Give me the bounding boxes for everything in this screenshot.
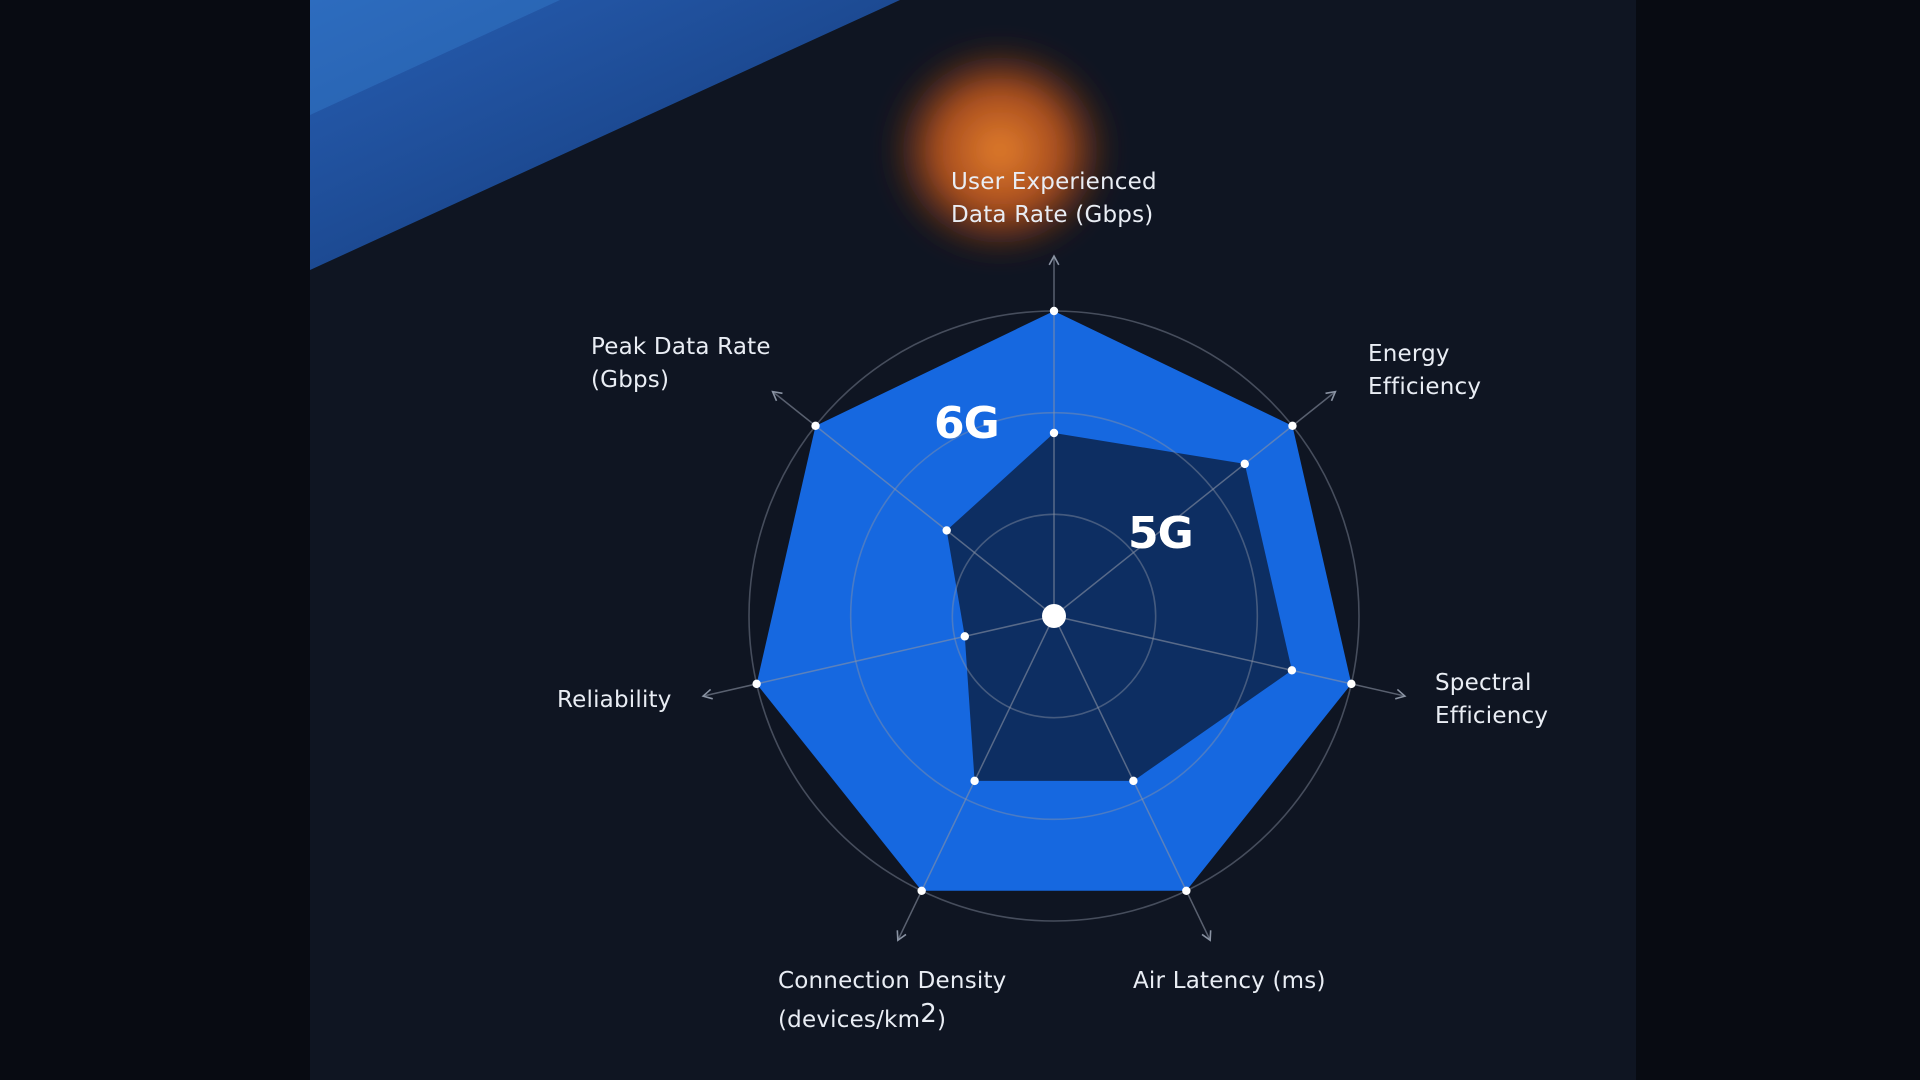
point-6g-energy_efficiency: [1288, 421, 1297, 431]
center-point: [1042, 604, 1066, 628]
axis-spoke-reliability: [702, 615, 1055, 697]
axis-label-spectral_efficiency: Spectral Efficiency: [1435, 670, 1549, 729]
axis-label-connection_density: Connection Density (devices/km2): [778, 968, 1007, 1033]
diagonal-band-highlight: [310, 0, 560, 115]
axis-arrow-spectral_efficiency: [1395, 688, 1407, 700]
axis-arrow-user_experienced_data_rate: [1048, 254, 1060, 266]
point-5g-spectral_efficiency: [1287, 666, 1297, 675]
axis-label-peak_data_rate: Peak Data Rate (Gbps): [591, 334, 771, 393]
point-6g-reliability: [752, 679, 761, 689]
axis-spoke-spectral_efficiency: [1053, 615, 1406, 697]
point-5g-reliability: [960, 632, 969, 641]
point-6g-connection_density: [917, 886, 926, 895]
point-5g-peak_data_rate: [942, 526, 951, 535]
axis-arrow-air_latency: [1201, 930, 1212, 942]
point-6g-peak_data_rate: [811, 421, 820, 431]
series-label-5g: 5G: [1128, 508, 1194, 559]
point-5g-air_latency: [1129, 776, 1138, 786]
axis-arrow-peak_data_rate: [771, 390, 783, 402]
axis-arrow-reliability: [701, 688, 713, 700]
series-area-5g: [946, 433, 1292, 781]
series-label-6g: 6G: [934, 398, 1000, 449]
axis-spoke-energy_efficiency: [1053, 391, 1336, 617]
diagonal-band: [310, 0, 900, 270]
axis-label-user_experienced_data_rate: User Experienced Data Rate (Gbps): [951, 169, 1157, 228]
axis-arrow-connection_density: [896, 930, 907, 942]
orange-glow: [885, 40, 1115, 260]
point-5g-user_experienced_data_rate: [1049, 428, 1059, 438]
axis-label-energy_efficiency: Energy Efficiency: [1368, 341, 1482, 400]
point-6g-user_experienced_data_rate: [1049, 306, 1059, 316]
axis-arrow-energy_efficiency: [1325, 390, 1337, 402]
point-5g-energy_efficiency: [1240, 459, 1249, 469]
axis-spoke-peak_data_rate: [772, 391, 1055, 617]
axis-label-reliability: Reliability: [557, 687, 672, 713]
point-6g-air_latency: [1182, 886, 1191, 895]
point-5g-connection_density: [970, 776, 979, 786]
point-6g-spectral_efficiency: [1347, 679, 1356, 689]
axis-label-air_latency: Air Latency (ms): [1133, 968, 1326, 994]
